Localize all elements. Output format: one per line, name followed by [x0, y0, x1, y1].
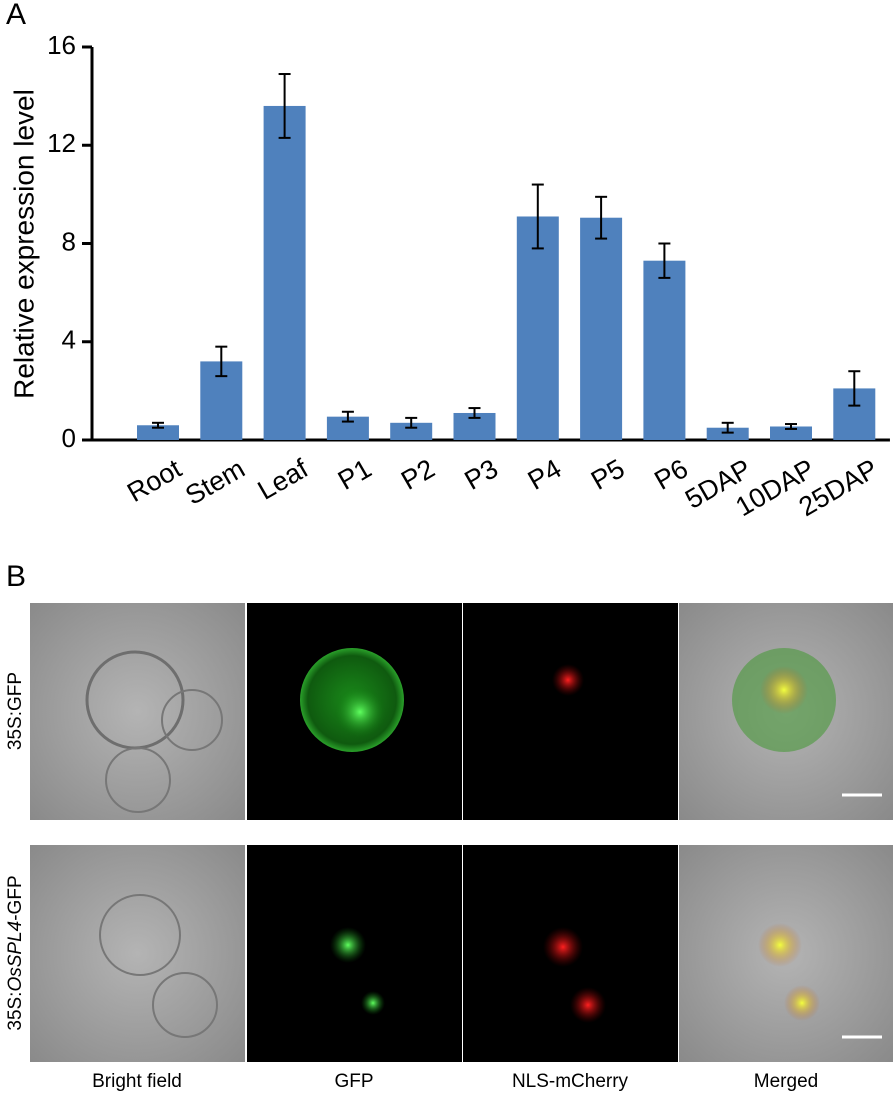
error-bar [595, 195, 608, 240]
mcherry-image [463, 603, 678, 820]
merged-signal [784, 985, 820, 1021]
mcherry-signal [543, 927, 583, 967]
x-tick-label: Leaf [253, 453, 314, 506]
cell-outline [99, 894, 181, 976]
gfp-signal [361, 991, 385, 1015]
column-label: NLS-mCherry [512, 1071, 629, 1092]
panel-label: B [6, 560, 26, 593]
bar [770, 426, 812, 440]
row-label-part: 35S:GFP [5, 672, 26, 750]
column-label: GFP [334, 1071, 373, 1092]
cell-outline [105, 747, 171, 813]
error-bar [215, 345, 228, 378]
bar [263, 105, 306, 440]
gfp-signal [330, 927, 366, 963]
error-bar [531, 183, 544, 250]
mcherry-signal [552, 664, 584, 696]
row-label: 35S:OsSPL4-GFP [5, 875, 26, 1030]
error-bar [405, 416, 418, 429]
panel-label: A [6, 0, 26, 31]
column-label: Merged [754, 1071, 818, 1092]
error-bar [658, 242, 671, 279]
bar [137, 425, 179, 440]
x-tick-label: Stem [180, 453, 250, 510]
error-bar [341, 410, 354, 423]
gfp-signal [334, 686, 386, 738]
merged-signal [758, 923, 802, 967]
x-tick-label: P4 [523, 453, 567, 495]
mcherry-signal [570, 987, 606, 1023]
error-bar [721, 421, 734, 434]
y-tick-label: 12 [47, 128, 76, 158]
error-bar [785, 423, 797, 430]
y-tick-label: 4 [62, 325, 76, 355]
row-label-part: -GFP [5, 875, 26, 920]
micrograph-grid [30, 603, 893, 1062]
error-bar [278, 73, 291, 139]
x-tick-label: P1 [333, 453, 377, 495]
row-label-part: 35S: [5, 992, 26, 1031]
bright-field-image [30, 845, 245, 1062]
y-tick-label: 8 [62, 226, 76, 256]
y-tick-label: 0 [62, 423, 76, 453]
cell-outline [152, 972, 218, 1038]
bar [516, 216, 559, 440]
bar [643, 260, 686, 440]
bar [580, 217, 623, 440]
cell-outline [161, 689, 223, 751]
merged-signal [760, 666, 808, 714]
bar [326, 416, 369, 440]
error-bar [848, 370, 861, 407]
x-tick-label: P3 [459, 453, 503, 495]
error-bar [152, 421, 164, 429]
row-label: 35S:GFP [5, 672, 26, 750]
y-axis-label: Relative expression level [8, 89, 39, 399]
column-label: Bright field [92, 1071, 182, 1092]
row-label-part: OsSPL4 [5, 921, 26, 992]
x-tick-label: P2 [396, 453, 440, 495]
bar [390, 422, 433, 440]
x-tick-label: P5 [586, 453, 630, 495]
y-tick-label: 16 [47, 30, 76, 60]
x-tick-label: Root [122, 453, 187, 508]
error-bar [468, 407, 481, 419]
bar [706, 427, 749, 440]
bright-field-image [30, 603, 245, 820]
